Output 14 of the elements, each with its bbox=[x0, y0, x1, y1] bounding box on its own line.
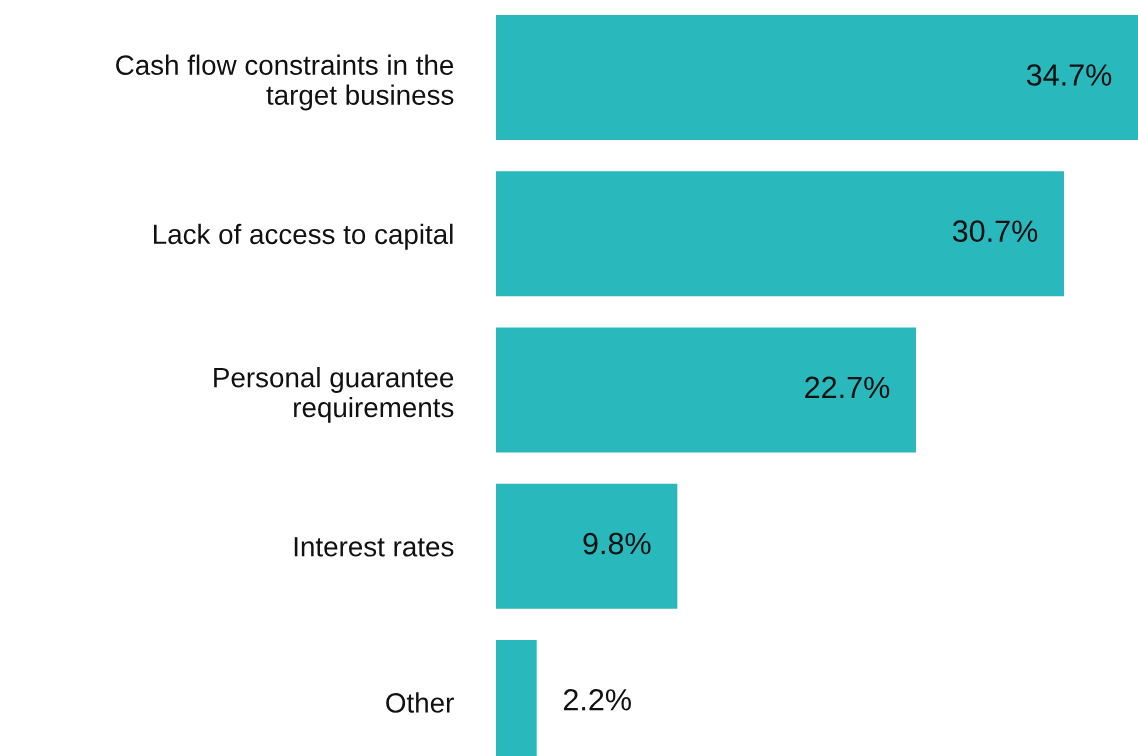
data-label: 2.2% bbox=[563, 688, 631, 711]
y-tick-label: Interest rates bbox=[294, 537, 454, 557]
y-tick-label: Lack of access to capital bbox=[154, 223, 453, 250]
bar bbox=[496, 15, 1138, 141]
data-label: 22.7% bbox=[805, 376, 890, 399]
y-tick-label: Other bbox=[386, 692, 454, 713]
bar bbox=[496, 327, 916, 453]
data-label: 9.8% bbox=[583, 532, 651, 555]
y-tick-label: Personal guarantee requirements bbox=[214, 367, 454, 423]
y-tick-label: Cash flow constraints in the target business bbox=[116, 54, 454, 111]
data-label: 34.7% bbox=[1026, 64, 1112, 86]
data-label: 30.7% bbox=[952, 220, 1038, 243]
bar bbox=[496, 483, 678, 609]
bar bbox=[496, 171, 1064, 297]
